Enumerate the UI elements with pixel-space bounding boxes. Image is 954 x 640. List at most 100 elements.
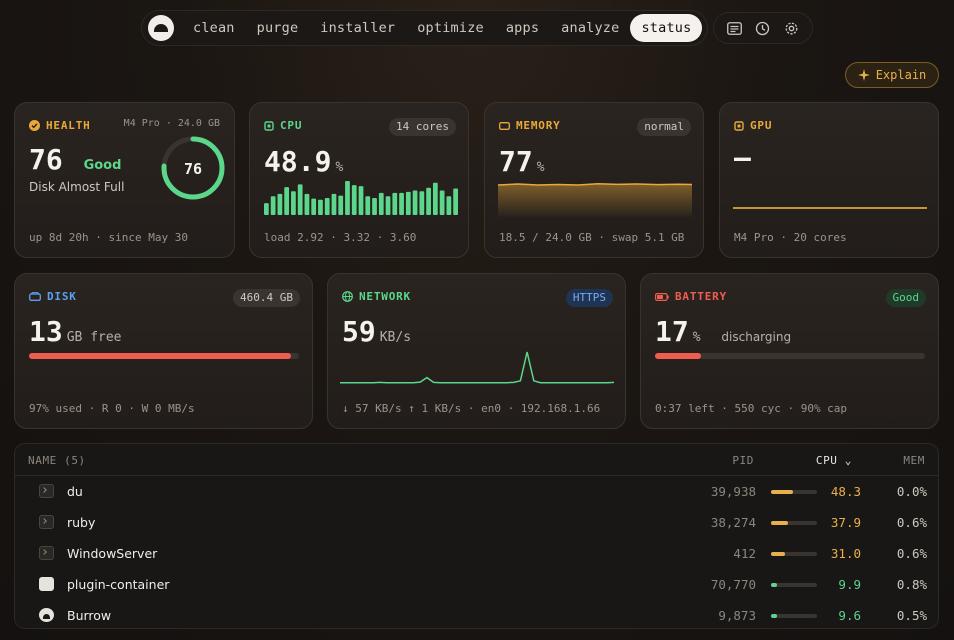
explain-label: Explain (875, 68, 927, 82)
cpu-cores-pill: 14 cores (389, 118, 456, 136)
network-value: 59 (342, 315, 376, 348)
battery-unit: % (692, 330, 701, 345)
terminal-icon (39, 515, 54, 529)
memory-title: MEMORY (499, 119, 561, 132)
cpu-title: CPU (264, 119, 302, 132)
globe-icon (342, 291, 353, 302)
terminal-icon (39, 484, 54, 498)
tab-installer[interactable]: installer (320, 20, 396, 36)
explain-button[interactable]: Explain (845, 62, 939, 88)
memory-line (498, 183, 692, 186)
cpu-bar (405, 191, 411, 215)
cpu-bar (399, 192, 404, 215)
process-name: ruby (67, 515, 96, 530)
table-header: NAME (5) PID CPU ⌄ MEM (15, 444, 938, 476)
network-card[interactable]: NETWORK HTTPS 59 KB/s ↓ 57 KB/s ↑ 1 KB/s … (327, 273, 626, 429)
check-badge-icon (29, 120, 40, 131)
process-pid: 39,938 (710, 484, 756, 499)
memory-area (498, 183, 692, 217)
tab-analyze[interactable]: analyze (561, 20, 620, 36)
cpu-bar (365, 196, 371, 215)
process-mem: 0.5% (896, 608, 927, 623)
disk-usage-bar (29, 353, 299, 359)
process-pid: 70,770 (710, 577, 756, 592)
battery-value-block: 17% discharging (655, 315, 791, 348)
sort-chevron-icon: ⌄ (844, 454, 852, 467)
tab-purge[interactable]: purge (256, 20, 299, 36)
gpu-card[interactable]: GPU – M4 Pro · 20 cores (719, 102, 939, 258)
health-title-text: HEALTH (46, 119, 91, 132)
app-logo[interactable] (148, 15, 174, 41)
notes-icon[interactable] (725, 19, 743, 37)
cpu-footer: load 2.92 · 3.32 · 3.60 (264, 231, 417, 244)
network-series-line (340, 351, 614, 384)
col-cpu[interactable]: CPU ⌄ (816, 454, 852, 467)
disk-title: DISK (29, 290, 77, 303)
memory-area-chart (498, 183, 692, 217)
network-https-pill: HTTPS (565, 289, 613, 307)
tab-optimize[interactable]: optimize (417, 20, 484, 36)
disk-unit: GB free (66, 330, 122, 345)
battery-card[interactable]: BATTERY Good 17% discharging 0:37 left ·… (640, 273, 939, 429)
tab-status[interactable]: status (630, 14, 703, 42)
process-cpu: 37.9 (830, 515, 861, 530)
process-mem: 0.6% (896, 546, 927, 561)
process-cpu-bar (771, 583, 817, 587)
disk-value: 13 (29, 315, 63, 348)
health-footer: up 8d 20h · since May 30 (29, 231, 188, 244)
process-table: NAME (5) PID CPU ⌄ MEM du 39,938 48.3 0.0% r… (14, 443, 939, 629)
gpu-icon (734, 120, 744, 131)
battery-value: 17 (655, 315, 689, 348)
cpu-bar (412, 190, 418, 215)
process-mem: 0.6% (896, 515, 927, 530)
cpu-bar (304, 193, 310, 215)
col-pid[interactable]: PID (732, 454, 754, 467)
battery-footer: 0:37 left · 550 cyc · 90% cap (655, 402, 848, 415)
health-card[interactable]: HEALTH M4 Pro · 24.0 GB 76 Good Disk Alm… (14, 102, 235, 258)
history-icon[interactable] (754, 19, 772, 37)
health-ring-value: 76 (184, 160, 202, 178)
terminal-icon (39, 546, 54, 560)
col-mem[interactable]: MEM (903, 454, 925, 467)
cpu-bar (264, 203, 269, 215)
disk-value-block: 13 GB free (29, 315, 122, 348)
chip-icon (264, 120, 274, 131)
network-value-block: 59 KB/s (342, 315, 411, 348)
col-cpu-label: CPU (815, 454, 838, 467)
cpu-card[interactable]: CPU 14 cores 48.9% load 2.92 · 3.32 · 3.… (249, 102, 469, 258)
disk-card[interactable]: DISK 460.4 GB 13 GB free 97% used · R 0 ·… (14, 273, 313, 429)
table-row[interactable]: Burrow 9,873 9.6 0.5% (15, 600, 938, 628)
cpu-bar (358, 186, 364, 215)
tab-apps[interactable]: apps (505, 20, 540, 36)
network-title: NETWORK (342, 290, 411, 303)
cpu-bar (446, 196, 452, 215)
memory-value: 77 (499, 145, 533, 178)
burrow-icon (39, 608, 54, 622)
cpu-bar (291, 191, 296, 215)
battery-title-text: BATTERY (675, 290, 727, 303)
health-grade: Good (83, 158, 122, 173)
process-pid: 9,873 (718, 608, 756, 623)
process-cpu-fill (771, 614, 777, 618)
col-name[interactable]: NAME (5) (28, 454, 86, 467)
process-cpu-fill (771, 552, 786, 556)
memory-icon (499, 121, 510, 130)
table-row[interactable]: du 39,938 48.3 0.0% (15, 476, 938, 507)
health-ring-arc (161, 136, 225, 200)
table-row[interactable]: plugin-container 70,770 9.9 0.8% (15, 569, 938, 600)
health-ring: 76 (161, 136, 225, 200)
cpu-bar (439, 190, 445, 215)
process-name: Burrow (67, 608, 112, 623)
table-row[interactable]: WindowServer 412 31.0 0.6% (15, 538, 938, 569)
memory-card[interactable]: MEMORY normal 77% 18.5 / 24.0 GB · swap … (484, 102, 704, 258)
tab-clean[interactable]: clean (193, 20, 235, 36)
process-cpu-bar (771, 552, 817, 556)
battery-state: discharging (721, 330, 792, 344)
process-cpu: 31.0 (830, 546, 861, 561)
process-cpu-bar (771, 521, 817, 525)
memory-pressure-pill: normal (637, 118, 691, 136)
table-row[interactable]: ruby 38,274 37.9 0.6% (15, 507, 938, 538)
app-icon (39, 577, 54, 591)
health-subtitle: Disk Almost Full (29, 180, 125, 194)
gear-icon[interactable] (783, 19, 801, 37)
